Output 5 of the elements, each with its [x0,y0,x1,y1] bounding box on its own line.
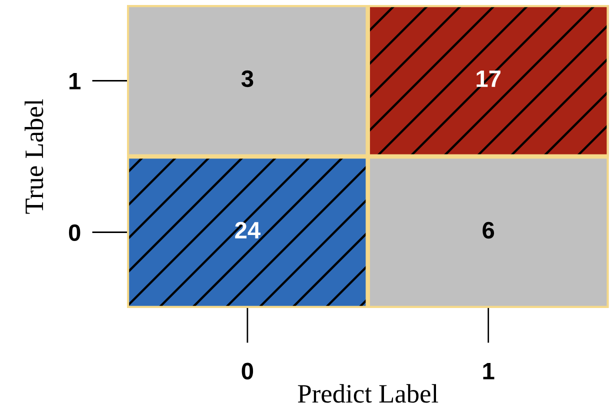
y-axis-title: True Label [24,99,44,214]
data-label: 3 [241,70,254,88]
x-axis-title: Predict Label [298,384,438,403]
data-label: 24 [235,222,260,238]
data-label: 6 [482,222,494,239]
